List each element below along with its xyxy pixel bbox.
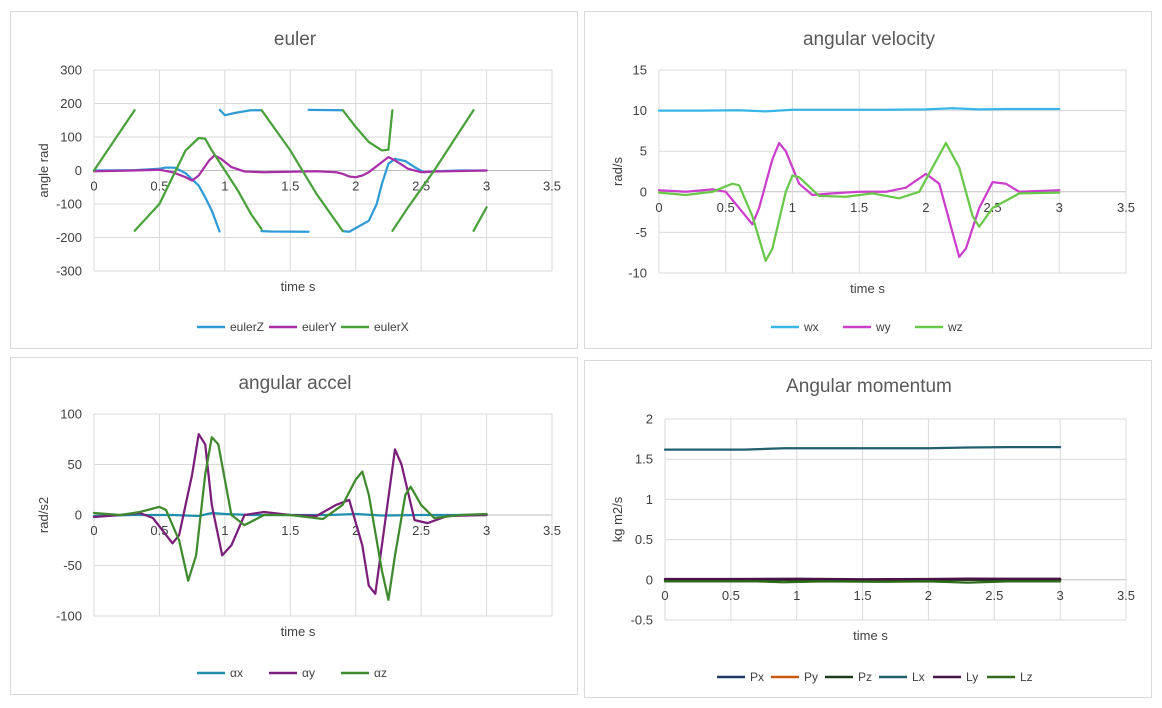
- x-tick-label: 0: [661, 588, 668, 603]
- y-tick-label: -10: [628, 266, 647, 281]
- x-tick-label: 3.5: [543, 179, 561, 194]
- legend-label-py: Py: [804, 670, 818, 684]
- y-tick-label: 1.5: [635, 452, 653, 467]
- y-tick-label: 0: [75, 163, 82, 178]
- y-tick-label: -300: [56, 264, 82, 279]
- y-tick-label: 0: [640, 184, 647, 199]
- y-tick-label: 100: [60, 407, 82, 422]
- legend-label-ly: Ly: [966, 670, 978, 684]
- legend-label-eulerz: eulerZ: [230, 320, 264, 334]
- series-line-wz: [657, 141, 1061, 262]
- y-tick-label: -5: [635, 225, 647, 240]
- x-tick-label: 3: [483, 179, 490, 194]
- x-tick-label: 3.5: [1117, 588, 1135, 603]
- y-tick-label: 2: [646, 412, 653, 427]
- legend-label-wz: wz: [947, 320, 963, 334]
- chart-title: angular accel: [238, 373, 351, 394]
- x-tick-label: 1.5: [281, 523, 299, 538]
- series-line-eulerx: [92, 109, 488, 232]
- x-axis-label: time s: [281, 624, 316, 639]
- x-tick-label: 2.5: [412, 523, 430, 538]
- x-tick-label: 2: [922, 200, 929, 215]
- x-tick-label: 0.5: [717, 200, 735, 215]
- x-tick-label: 2: [352, 523, 359, 538]
- chart-title: Angular momentum: [786, 376, 952, 397]
- series-line-eulerz: [92, 108, 488, 233]
- y-tick-label: 100: [60, 130, 82, 145]
- x-tick-label: 1.5: [281, 179, 299, 194]
- series-line-lz: [663, 580, 1062, 584]
- y-axis-label: kg m2/s: [610, 496, 625, 542]
- x-tick-label: 1: [221, 179, 228, 194]
- y-tick-label: 0: [646, 572, 653, 587]
- legend-label-lz: Lz: [1020, 670, 1033, 684]
- x-axis-label: time s: [853, 628, 888, 643]
- x-tick-label: 2: [925, 588, 932, 603]
- euler-chart-panel: euler 300 200 100 0 -100 -200 -300 0 0.5 1 1.5 2 2.5 3…: [10, 11, 578, 349]
- x-tick-label: 1: [789, 200, 796, 215]
- y-tick-label: -100: [56, 609, 82, 624]
- x-tick-label: 1: [793, 588, 800, 603]
- legend-label-alpha-y: αy: [302, 666, 315, 680]
- x-tick-label: 2.5: [985, 588, 1003, 603]
- y-tick-label: -50: [63, 558, 82, 573]
- x-tick-label: 0.5: [150, 523, 168, 538]
- x-tick-label: 0: [90, 523, 97, 538]
- angular-momentum-chart: Angular momentum 2 1.5 1 0.5 0 -0.5 0 0.5 1 1.5 2 2.…: [610, 376, 1135, 684]
- angular-momentum-chart-panel: Angular momentum 2 1.5 1 0.5 0 -0.5 0 0.5 1 1.5 2 2.…: [584, 360, 1152, 698]
- y-tick-label: 10: [633, 103, 647, 118]
- y-tick-label: 0.5: [635, 532, 653, 547]
- legend-label-wy: wy: [875, 320, 891, 334]
- y-tick-label: 200: [60, 96, 82, 111]
- x-tick-label: 0.5: [722, 588, 740, 603]
- series-line-ly: [663, 577, 1062, 581]
- x-tick-label: 1.5: [854, 588, 872, 603]
- y-tick-label: 50: [68, 457, 82, 472]
- angular-velocity-chart-panel: angular velocity 15 10 5 0 -5 -10 0 0.5 1 1.5 2 2.5 3…: [584, 11, 1152, 349]
- x-tick-label: 3.5: [1117, 200, 1135, 215]
- legend-label-px: Px: [750, 670, 764, 684]
- y-axis-label: rad/s: [610, 157, 625, 186]
- y-tick-label: -0.5: [631, 613, 653, 628]
- y-tick-label: 5: [640, 144, 647, 159]
- y-tick-label: 0: [75, 508, 82, 523]
- legend-label-lx: Lx: [912, 670, 925, 684]
- series-line-wy: [657, 141, 1061, 258]
- x-tick-label: 2: [352, 179, 359, 194]
- x-axis-label: time s: [281, 279, 316, 294]
- legend-label-alpha-z: αz: [374, 666, 387, 680]
- chart-title: euler: [274, 29, 317, 50]
- y-tick-label: -100: [56, 197, 82, 212]
- series-line-wx: [657, 107, 1061, 113]
- y-axis-label: rad/s2: [36, 497, 51, 533]
- x-tick-label: 0.5: [150, 179, 168, 194]
- x-tick-label: 3: [483, 523, 490, 538]
- legend-label-wx: wx: [803, 320, 819, 334]
- x-tick-label: 0: [655, 200, 662, 215]
- x-tick-label: 1.5: [850, 200, 868, 215]
- y-axis-label: angle rad: [36, 143, 51, 197]
- series-line-alpha-z: [92, 436, 488, 601]
- y-tick-label: -200: [56, 230, 82, 245]
- x-tick-label: 3: [1056, 200, 1063, 215]
- legend-label-eulery: eulerY: [302, 320, 337, 334]
- y-tick-label: 15: [633, 63, 647, 78]
- angular-accel-chart-panel: angular accel 100 50 0 -50 -100 0 0.5 1 1.5 2 2.5 3 3…: [10, 357, 578, 695]
- x-tick-label: 3.5: [543, 523, 561, 538]
- y-tick-label: 1: [646, 492, 653, 507]
- x-tick-label: 1: [221, 523, 228, 538]
- series-line-lx: [663, 445, 1062, 451]
- y-tick-label: 300: [60, 63, 82, 78]
- legend-label-eulerx: eulerX: [374, 320, 409, 334]
- chart-title: angular velocity: [803, 29, 936, 50]
- x-axis-label: time s: [850, 281, 885, 296]
- legend-label-pz: Pz: [858, 670, 872, 684]
- legend-label-alpha-x: αx: [230, 666, 243, 680]
- angular-accel-chart: angular accel 100 50 0 -50 -100 0 0.5 1 1.5 2 2.5 3 3…: [36, 373, 561, 680]
- x-tick-label: 0: [90, 179, 97, 194]
- x-tick-label: 3: [1057, 588, 1064, 603]
- series-line-alpha-y: [92, 433, 488, 595]
